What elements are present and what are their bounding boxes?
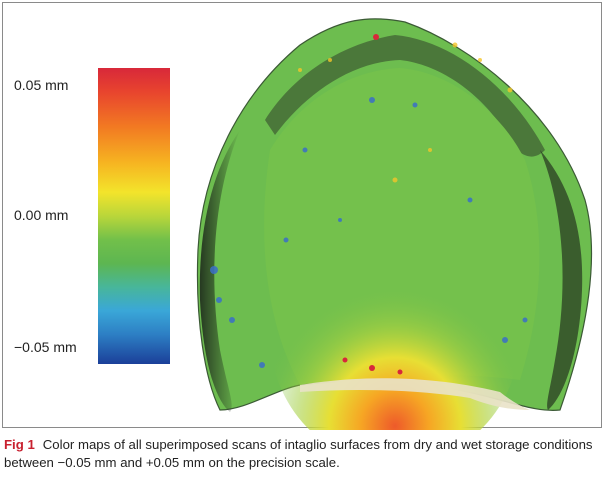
arch-right-shadow (540, 150, 583, 410)
figure-caption-text: Color maps of all superimposed scans of … (4, 437, 593, 470)
negative-deviation-speckles (210, 97, 528, 368)
max-deviation-spots (342, 34, 403, 375)
scale-label-zero: 0.00 mm (14, 207, 69, 223)
scale-label-min: −0.05 mm (14, 339, 77, 355)
arch-left-shadow (199, 130, 240, 412)
positive-deviation-zone (270, 205, 520, 430)
figure-caption: Fig 1 Color maps of all superimposed scan… (4, 436, 604, 472)
intaglio-surface-color-map (196, 18, 593, 430)
figure-caption-label: Fig 1 (4, 437, 35, 452)
posterior-border (300, 378, 530, 410)
precision-color-scale (98, 68, 170, 364)
scale-label-max: 0.05 mm (14, 77, 69, 93)
arch-ridge-shadow (265, 35, 545, 157)
ridge-speckles (298, 42, 513, 183)
